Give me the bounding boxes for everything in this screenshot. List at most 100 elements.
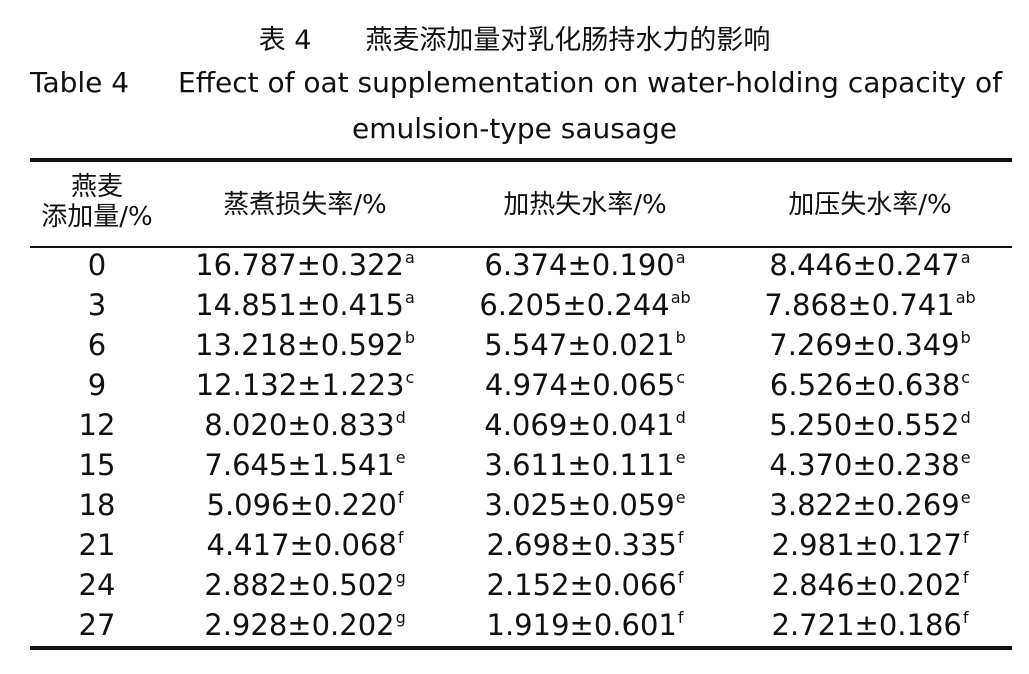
cell: 2.928±0.202g: [204, 608, 406, 642]
cell-value: 13.218±0.592: [195, 328, 404, 362]
cell: 16.787±0.322a: [195, 248, 415, 282]
cell-value: 8.446±0.247: [769, 248, 960, 282]
cell-value: 3.822±0.269: [769, 488, 960, 522]
cell: 8.020±0.833d: [204, 408, 406, 442]
cell: 8.446±0.247a: [769, 248, 970, 282]
cell-value: 2.846±0.202: [771, 568, 962, 602]
significance-letter: e: [960, 488, 971, 507]
cell-value: 5.547±0.021: [484, 328, 675, 362]
cell: 4.069±0.041d: [484, 408, 686, 442]
title-en-line: Effect of oat supplementation on water-h…: [178, 66, 1002, 99]
cell: 27: [78, 608, 116, 642]
cell-value: 4.417±0.068: [206, 528, 397, 562]
header-cell: 加热失水率/%: [503, 190, 667, 220]
cell: 5.096±0.220f: [207, 488, 404, 522]
cell: 12.132±1.223c: [196, 368, 415, 402]
cell: 7.868±0.741ab: [764, 288, 975, 322]
cell-value: 8.020±0.833: [204, 408, 395, 442]
significance-letter: c: [405, 368, 415, 387]
cell: 21: [78, 528, 116, 562]
cell: 6.205±0.244ab: [479, 288, 690, 322]
top-rule: [30, 158, 1012, 162]
significance-letter: e: [675, 448, 686, 467]
cell: 5.250±0.552d: [769, 408, 971, 442]
cell: 4.370±0.238e: [769, 448, 970, 482]
cell-value: 7.269±0.349: [769, 328, 960, 362]
cell: 2.981±0.127f: [772, 528, 969, 562]
cell-value: 3.611±0.111: [484, 448, 675, 482]
significance-letter: ab: [670, 288, 691, 307]
significance-letter: b: [404, 328, 415, 347]
significance-letter: c: [676, 368, 686, 387]
significance-letter: f: [962, 568, 969, 587]
header-cell: 蒸煮损失率/%: [223, 190, 387, 220]
significance-letter: f: [962, 528, 969, 547]
title-en-line: emulsion-type sausage: [351, 112, 678, 145]
cell: 9: [87, 368, 107, 402]
significance-letter: b: [960, 328, 971, 347]
significance-letter: a: [675, 248, 686, 267]
significance-letter: a: [404, 288, 415, 307]
cell-value: 14.851±0.415: [195, 288, 404, 322]
cell: 7.645±1.541e: [204, 448, 405, 482]
significance-letter: ab: [955, 288, 976, 307]
cell: 13.218±0.592b: [195, 328, 415, 362]
cell-value: 2.152±0.066: [486, 568, 677, 602]
cell: 12: [78, 408, 116, 442]
significance-letter: f: [397, 488, 404, 507]
cell: 5.547±0.021b: [484, 328, 686, 362]
cell: 7.269±0.349b: [769, 328, 971, 362]
significance-letter: e: [675, 488, 686, 507]
cell: 1.919±0.601f: [487, 608, 684, 642]
cell-value: 7.868±0.741: [764, 288, 955, 322]
cell: 6.526±0.638c: [770, 368, 970, 402]
header-rule: [30, 246, 1012, 248]
significance-letter: d: [960, 408, 971, 427]
significance-letter: a: [960, 248, 971, 267]
significance-letter: g: [395, 608, 406, 627]
cell: 2.152±0.066f: [487, 568, 684, 602]
cell: 18: [78, 488, 116, 522]
cell-value: 16.787±0.322: [195, 248, 404, 282]
significance-letter: f: [677, 608, 684, 627]
cell: 3.025±0.059e: [484, 488, 685, 522]
cell-value: 2.928±0.202: [204, 608, 395, 642]
cell: 6: [87, 328, 107, 362]
cell-value: 6.526±0.638: [769, 368, 961, 402]
significance-letter: f: [397, 528, 404, 547]
cell-value: 2.721±0.186: [771, 608, 962, 642]
significance-letter: d: [395, 408, 406, 427]
cell: 15: [78, 448, 116, 482]
cell-value: 5.096±0.220: [206, 488, 397, 522]
cell-value: 4.974±0.065: [484, 368, 676, 402]
header-line: 添加量/%: [41, 202, 153, 232]
cell: 3: [87, 288, 107, 322]
cell-value: 2.698±0.335: [486, 528, 677, 562]
cell: 0: [87, 248, 107, 282]
cell-value: 3.025±0.059: [484, 488, 675, 522]
cell: 3.611±0.111e: [484, 448, 685, 482]
header-cell: 加压失水率/%: [788, 190, 952, 220]
cell-value: 4.069±0.041: [484, 408, 675, 442]
significance-letter: b: [675, 328, 686, 347]
cell-value: 12.132±1.223: [195, 368, 405, 402]
cell-value: 2.981±0.127: [771, 528, 962, 562]
header-line: 燕麦: [70, 172, 123, 202]
cell: 2.846±0.202f: [772, 568, 969, 602]
cell: 2.882±0.502g: [204, 568, 406, 602]
cell: 24: [78, 568, 116, 602]
cell: 2.698±0.335f: [487, 528, 684, 562]
cell: 3.822±0.269e: [769, 488, 970, 522]
significance-letter: e: [960, 448, 971, 467]
cell: 4.974±0.065c: [485, 368, 685, 402]
cell: 14.851±0.415a: [195, 288, 415, 322]
significance-letter: f: [677, 568, 684, 587]
significance-letter: f: [677, 528, 684, 547]
cell: 6.374±0.190a: [484, 248, 685, 282]
cell: 2.721±0.186f: [772, 608, 969, 642]
cell-value: 6.374±0.190: [484, 248, 675, 282]
bottom-rule: [30, 646, 1012, 650]
cell-value: 6.205±0.244: [479, 288, 670, 322]
cell: 4.417±0.068f: [207, 528, 404, 562]
